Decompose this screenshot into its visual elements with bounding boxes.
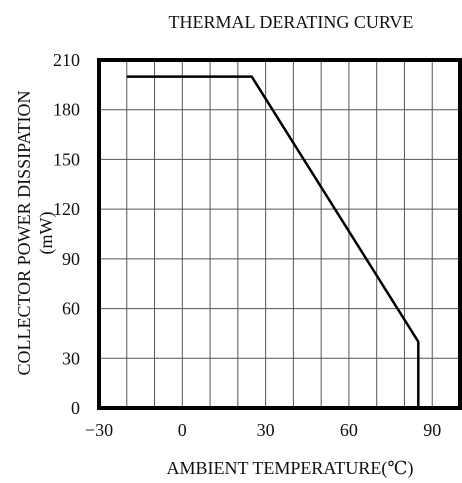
- grid: [99, 60, 460, 408]
- y-tick-label: 30: [62, 348, 80, 368]
- derating-curve-line-0: [126, 75, 420, 408]
- x-tick-label: 60: [340, 420, 358, 440]
- x-tick-label: 90: [423, 420, 441, 440]
- x-tick-labels: −30 0 30 60 90: [85, 420, 441, 440]
- y-tick-labels: 0 30 60 90 120 150 180 210: [53, 50, 80, 418]
- y-axis-title-line2: (mW): [36, 212, 57, 255]
- y-axis-title-line1: COLLECTOR POWER DISSIPATION: [14, 90, 34, 375]
- x-tick-label: 30: [257, 420, 275, 440]
- y-tick-label: 180: [53, 100, 80, 120]
- y-tick-label: 150: [53, 149, 80, 169]
- y-tick-label: 210: [53, 50, 80, 70]
- x-axis-title: AMBIENT TEMPERATURE(℃): [167, 458, 414, 479]
- y-tick-label: 0: [71, 398, 80, 418]
- plot-frame: [97, 58, 462, 410]
- y-tick-label: 90: [62, 249, 80, 269]
- x-tick-label: −30: [85, 420, 113, 440]
- y-tick-label: 60: [62, 299, 80, 319]
- series-layer: [126, 75, 420, 408]
- chart-title: THERMAL DERATING CURVE: [169, 12, 414, 32]
- y-tick-label: 120: [53, 199, 80, 219]
- x-tick-label: 0: [178, 420, 187, 440]
